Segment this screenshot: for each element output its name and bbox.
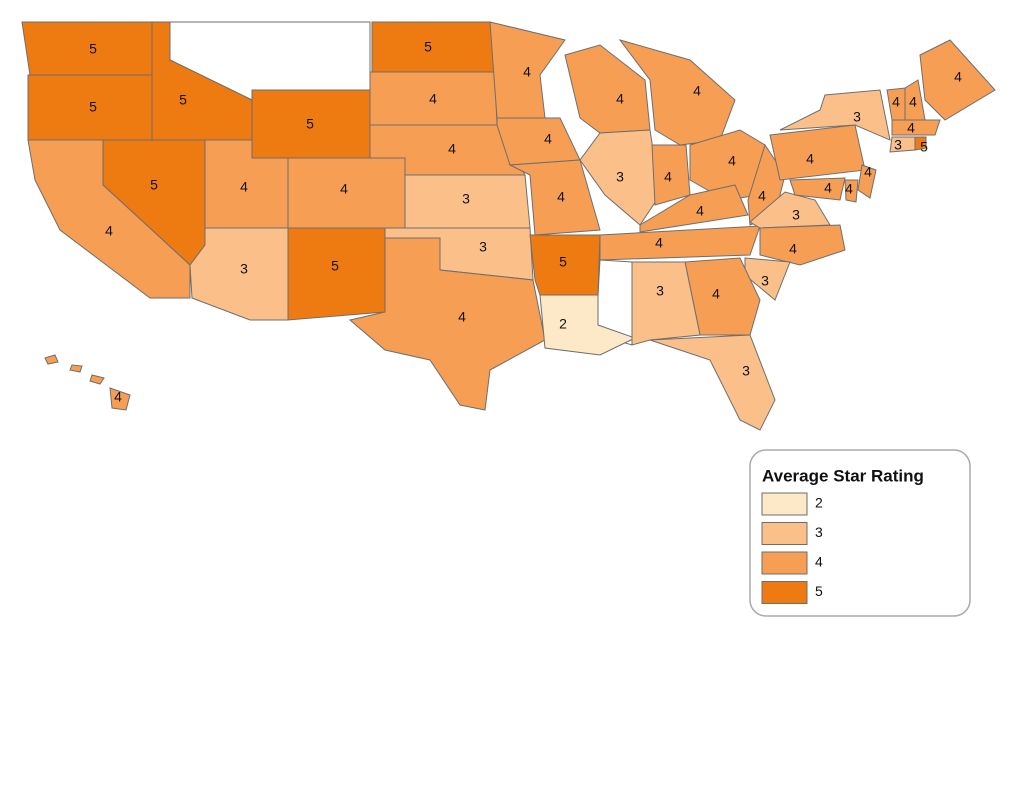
region <box>287 227 386 321</box>
region <box>489 21 566 119</box>
region <box>857 164 877 199</box>
region-label: 4 <box>655 235 663 251</box>
region-label: 3 <box>853 109 861 125</box>
region <box>496 117 581 166</box>
region <box>779 89 891 141</box>
region-label: 4 <box>824 180 832 196</box>
region-label: 4 <box>864 164 872 180</box>
region-label: 4 <box>458 309 466 325</box>
region <box>891 119 941 136</box>
legend-swatch <box>761 522 808 545</box>
region <box>649 334 776 431</box>
region-label: 4 <box>954 69 962 85</box>
region <box>508 159 601 236</box>
region <box>44 354 59 365</box>
region-label: 4 <box>240 179 248 195</box>
region-label: 5 <box>331 258 339 274</box>
region-label: 5 <box>89 41 97 57</box>
region-label: 2 <box>559 316 567 332</box>
region-label: 3 <box>792 207 800 223</box>
region <box>914 136 927 151</box>
region <box>789 177 846 201</box>
region <box>919 39 996 121</box>
region-label: 4 <box>696 203 704 219</box>
region-label: 3 <box>616 169 624 185</box>
region-label: 4 <box>693 83 701 99</box>
region-label: 4 <box>712 286 720 302</box>
region-label: 4 <box>105 223 113 239</box>
region-label: 3 <box>894 137 902 153</box>
region-label: 5 <box>89 99 97 115</box>
region-label: 4 <box>789 241 797 257</box>
region-label: 5 <box>424 39 432 55</box>
region-label: 4 <box>448 141 456 157</box>
region <box>189 227 289 321</box>
region-label: 5 <box>179 92 187 108</box>
region-label: 3 <box>240 261 248 277</box>
region-label: 4 <box>806 151 814 167</box>
legend-swatch <box>761 551 808 575</box>
region <box>749 191 831 229</box>
region-label: 5 <box>559 254 567 270</box>
region-label: 4 <box>544 131 552 147</box>
legend-swatch <box>761 492 808 516</box>
region <box>599 225 761 261</box>
region-label: 3 <box>656 283 664 299</box>
legend-title: Average Star Rating <box>762 466 924 485</box>
region-label: 4 <box>728 153 736 169</box>
region <box>27 139 191 299</box>
region <box>21 21 153 76</box>
region-label: 5 <box>920 139 928 155</box>
region-label: 3 <box>761 273 769 289</box>
region-label: 4 <box>892 94 900 110</box>
legend-label: 4 <box>815 554 823 570</box>
legend-label: 3 <box>815 524 823 540</box>
region <box>371 21 496 73</box>
region-label: 4 <box>429 91 437 107</box>
region <box>348 237 546 411</box>
region-label: 4 <box>664 169 672 185</box>
region-label: 4 <box>340 181 348 197</box>
region <box>769 124 866 181</box>
region-label: 4 <box>523 64 531 80</box>
region-label: 4 <box>758 188 766 204</box>
region-label: 3 <box>742 363 750 379</box>
region-label: 5 <box>150 177 158 193</box>
region-label: 3 <box>479 239 487 255</box>
legend-label: 2 <box>815 495 823 511</box>
region-label: 4 <box>845 181 853 197</box>
region <box>639 184 749 233</box>
region-label: 4 <box>909 94 917 110</box>
region-label: 5 <box>306 116 314 132</box>
legend-swatch <box>761 581 808 604</box>
legend-label: 5 <box>815 583 823 599</box>
region-label: 4 <box>616 91 624 107</box>
region-label: 4 <box>907 120 915 136</box>
region <box>844 179 859 203</box>
region <box>109 387 131 411</box>
region <box>69 364 83 373</box>
region-label: 3 <box>462 191 470 207</box>
region <box>89 374 105 385</box>
region-label: 4 <box>114 389 122 405</box>
legend: Average Star Rating 2 3 4 5 <box>749 449 971 617</box>
region-label: 4 <box>557 189 565 205</box>
region <box>759 224 846 266</box>
region <box>631 261 701 346</box>
